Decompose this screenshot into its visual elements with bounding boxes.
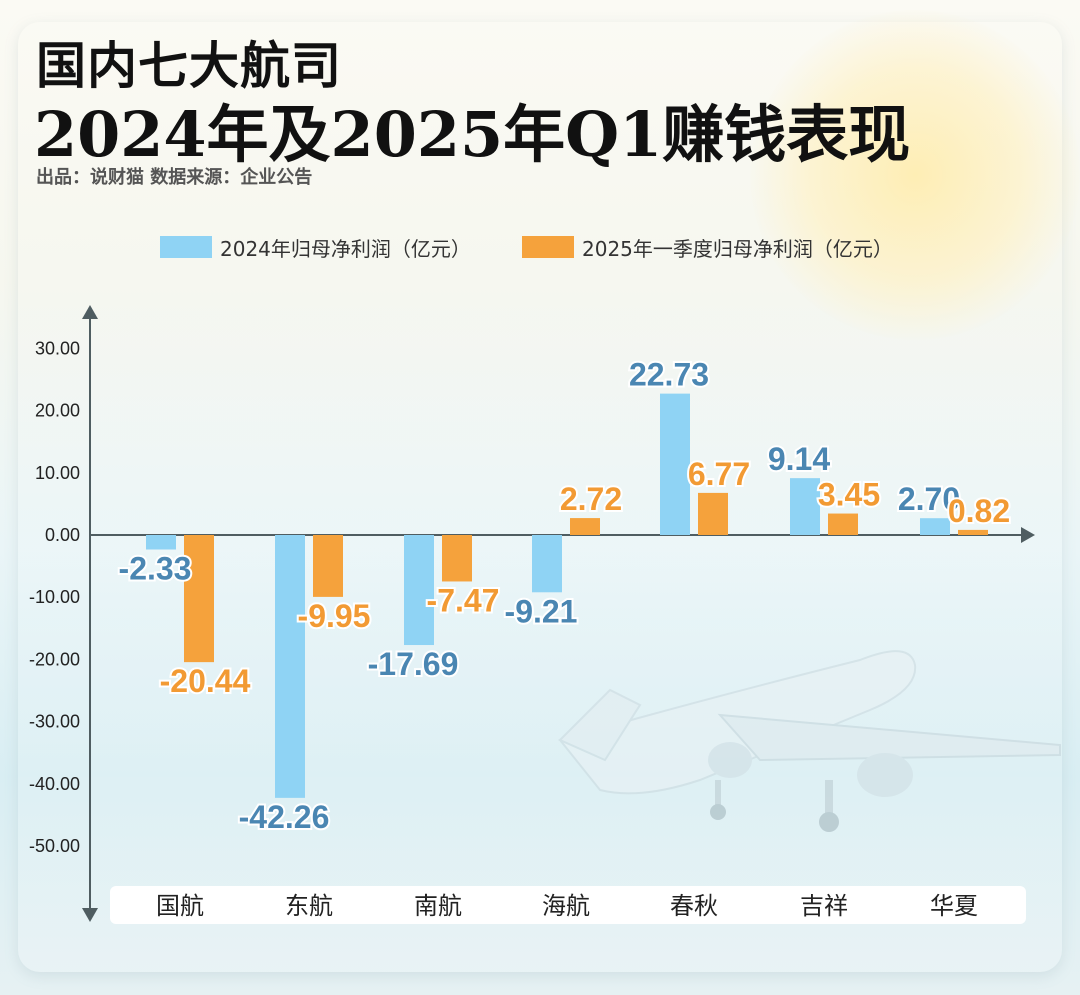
bar-2024 (920, 518, 950, 535)
y-tick-label: 0.00 (45, 525, 80, 545)
data-label-2025q1: 6.77 (688, 456, 750, 492)
data-label-2025q1: 2.72 (560, 481, 622, 517)
bar-2024 (790, 478, 820, 535)
y-axis-arrow-down (82, 908, 98, 922)
category-label: 吉祥 (800, 892, 848, 920)
mascot-background-glow (750, 10, 1080, 340)
bar-2024 (146, 535, 176, 550)
y-tick-label: -50.00 (29, 836, 80, 856)
data-label-2025q1: -20.44 (160, 663, 251, 699)
bar-2024 (404, 535, 434, 646)
bar-2025q1 (958, 529, 988, 535)
data-label-2024: -17.69 (368, 646, 459, 682)
y-tick-label: -20.00 (29, 649, 80, 669)
data-label-2024: 2.70 (898, 481, 960, 517)
bar-2024 (660, 393, 690, 535)
data-label-2024: -2.33 (119, 550, 192, 586)
category-label: 海航 (542, 892, 590, 920)
legend-label-2025q1: 2025年一季度归母净利润（亿元） (582, 236, 893, 261)
y-tick-label: 20.00 (35, 401, 80, 421)
legend-swatch-2024 (160, 236, 212, 258)
bar-2024 (275, 535, 305, 798)
x-axis-arrow (1021, 527, 1035, 543)
chart-source-credit: 出品：说财猫 数据来源：企业公告 (36, 167, 313, 188)
legend-item-2025q1: 2025年一季度归母净利润（亿元） (522, 232, 893, 262)
category-label: 南航 (414, 892, 462, 920)
category-label: 华夏 (930, 892, 978, 920)
chart-title-line1: 国内七大航司 (36, 36, 342, 95)
bar-2025q1 (570, 518, 600, 535)
data-label-2025q1: 3.45 (818, 477, 880, 513)
y-tick-label: -30.00 (29, 712, 80, 732)
bar-2025q1 (442, 535, 472, 582)
bar-2025q1 (698, 492, 728, 535)
category-label: 国航 (156, 892, 204, 920)
bar-2024 (532, 535, 562, 593)
legend-label-2024: 2024年归母净利润（亿元） (220, 236, 471, 261)
category-label-strip (110, 886, 1026, 924)
data-label-2024: 9.14 (768, 441, 830, 477)
y-tick-label: -10.00 (29, 587, 80, 607)
data-label-2025q1: 0.82 (948, 493, 1010, 529)
bar-2025q1 (184, 535, 214, 663)
chart-legend: 2024年归母净利润（亿元） 2025年一季度归母净利润（亿元） (160, 232, 940, 262)
data-label-2025q1: -9.95 (298, 598, 371, 634)
bar-2025q1 (313, 535, 343, 597)
y-tick-label: 10.00 (35, 463, 80, 483)
data-label-2024: -9.21 (505, 593, 578, 629)
airplane-illustration (558, 650, 1061, 832)
y-axis-arrow-up (82, 305, 98, 319)
data-label-2025q1: -7.47 (427, 582, 500, 618)
category-label: 东航 (285, 892, 333, 920)
y-tick-label: -40.00 (29, 774, 80, 794)
y-tick-label: 30.00 (35, 338, 80, 358)
legend-swatch-2025q1 (522, 236, 574, 258)
data-label-2024: -42.26 (239, 799, 330, 835)
category-label: 春秋 (670, 892, 718, 920)
data-label-2024: 22.73 (629, 357, 709, 393)
legend-item-2024: 2024年归母净利润（亿元） (160, 232, 471, 262)
chart-title-line2: 2024年及2025年Q1赚钱表现 (34, 98, 911, 171)
bar-2025q1 (828, 513, 858, 535)
